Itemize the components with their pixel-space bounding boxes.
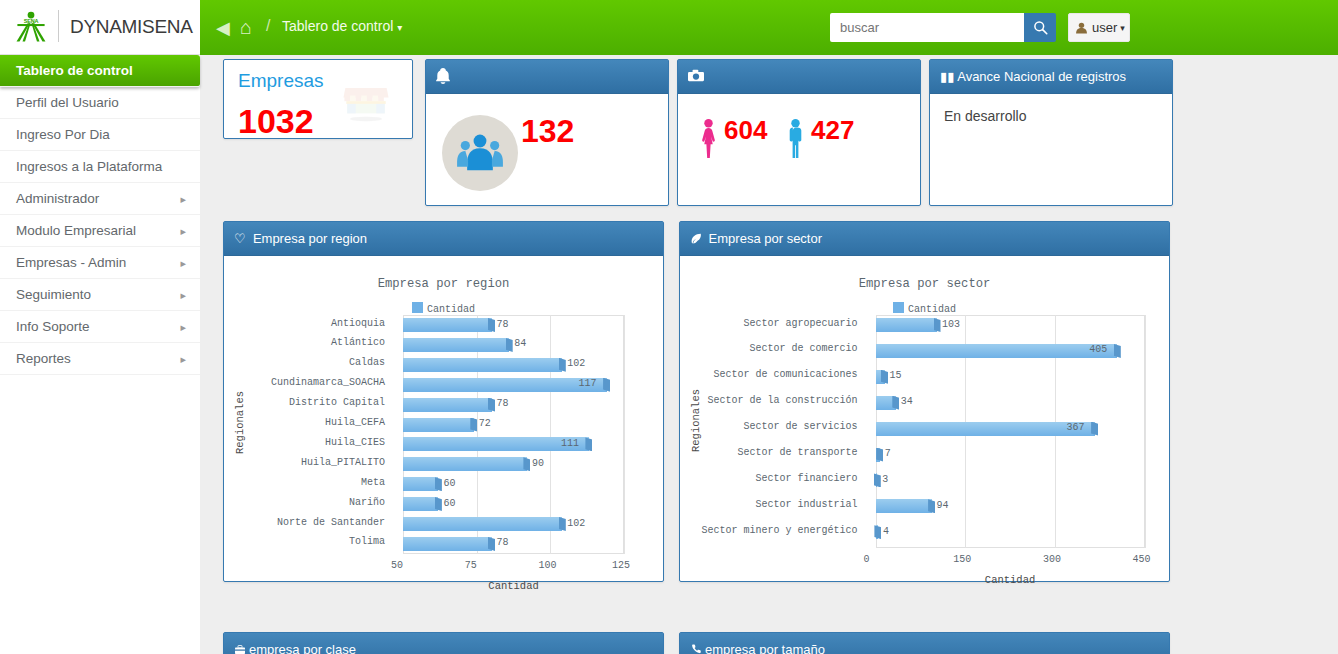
svg-text:SENA: SENA [24,18,39,24]
